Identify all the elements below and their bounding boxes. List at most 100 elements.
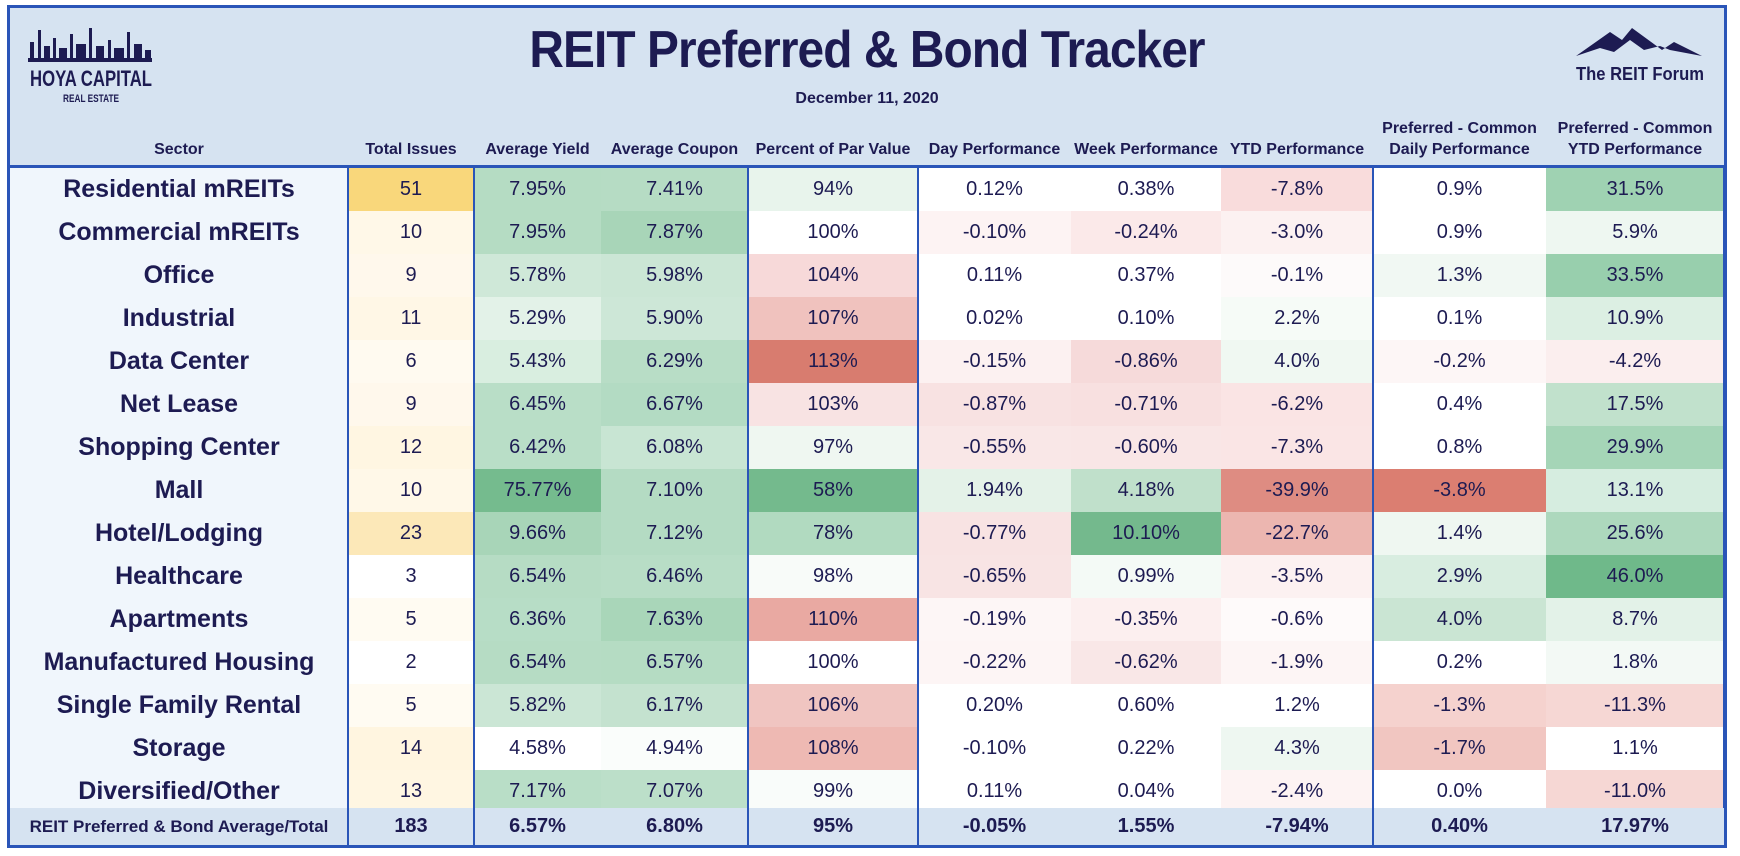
table-row: Net Lease 9 6.45% 6.67% 103% -0.87% -0.71% -6.2…: [10, 383, 1724, 426]
cell-ytd: 4.0%: [1221, 340, 1373, 383]
cell-pcy: 17.5%: [1546, 383, 1724, 426]
cell-pcy: -4.2%: [1546, 340, 1724, 383]
cell-week: 0.60%: [1071, 684, 1221, 727]
table-row: Single Family Rental 5 5.82% 6.17% 106% 0.20%…: [10, 684, 1724, 727]
cell-week: -0.71%: [1071, 383, 1221, 426]
cell-pcd: 0.4%: [1373, 383, 1546, 426]
column-divider: [1372, 808, 1374, 845]
sector-name: Office: [10, 254, 348, 297]
sector-name: Hotel/Lodging: [10, 512, 348, 555]
cell-pcd: 4.0%: [1373, 598, 1546, 641]
column-divider: [917, 168, 919, 813]
cell-issues: 2: [348, 641, 474, 684]
report-date: December 11, 2020: [795, 90, 939, 107]
logo-right-text: The REIT Forum: [1576, 64, 1704, 84]
cell-week: 4.18%: [1071, 469, 1221, 512]
cell-par: 99%: [748, 770, 918, 813]
column-header-pcd: Preferred - Common Daily Performance: [1373, 118, 1546, 160]
column-divider: [473, 808, 475, 845]
cell-pcd: 1.3%: [1373, 254, 1546, 297]
cell-par: 98%: [748, 555, 918, 598]
column-header-week: Week Performance: [1074, 141, 1218, 158]
cell-yield: 4.58%: [474, 727, 601, 770]
cell-coupon: 7.10%: [601, 469, 748, 512]
logo-left-line1: HOYA CAPITAL: [30, 66, 152, 91]
sector-name: Apartments: [10, 598, 348, 641]
cell-ytd: -3.0%: [1221, 211, 1373, 254]
cell-issues: 13: [348, 770, 474, 813]
total-day: -0.05%: [962, 815, 1027, 837]
cell-issues: 23: [348, 512, 474, 555]
column-divider: [917, 808, 919, 845]
column-header-coupon: Average Coupon: [610, 141, 739, 158]
total-coupon: 6.80%: [646, 815, 703, 837]
cell-ytd: -7.8%: [1221, 168, 1373, 211]
cell-pcy: -11.0%: [1546, 770, 1724, 813]
cell-issues: 10: [348, 469, 474, 512]
cell-par: 94%: [748, 168, 918, 211]
cell-par: 104%: [748, 254, 918, 297]
table-row: Healthcare 3 6.54% 6.46% 98% -0.65% 0.99% -3.5%…: [10, 555, 1724, 598]
cell-pcy: 13.1%: [1546, 469, 1724, 512]
cell-week: 0.99%: [1071, 555, 1221, 598]
cell-pcy: 33.5%: [1546, 254, 1724, 297]
total-pcy: 17.97%: [1601, 815, 1669, 837]
column-divider: [747, 808, 749, 845]
cell-day: 0.12%: [918, 168, 1071, 211]
cell-par: 100%: [748, 211, 918, 254]
cell-ytd: -39.9%: [1221, 469, 1373, 512]
cell-day: -0.77%: [918, 512, 1071, 555]
cell-day: -0.19%: [918, 598, 1071, 641]
cell-day: -0.55%: [918, 426, 1071, 469]
logo-left-line2: REAL ESTATE: [63, 93, 119, 105]
column-divider: [747, 168, 749, 813]
sector-name: Industrial: [10, 297, 348, 340]
table-row: Storage 14 4.58% 4.94% 108% -0.10% 0.22% 4.3% -1…: [10, 727, 1724, 770]
cell-coupon: 5.98%: [601, 254, 748, 297]
cell-week: 0.22%: [1071, 727, 1221, 770]
cell-yield: 6.54%: [474, 555, 601, 598]
cell-ytd: -6.2%: [1221, 383, 1373, 426]
cell-par: 108%: [748, 727, 918, 770]
cell-coupon: 7.63%: [601, 598, 748, 641]
tracker-frame: HOYA CAPITAL REAL ESTATE REIT Preferred …: [7, 5, 1727, 848]
cell-par: 113%: [748, 340, 918, 383]
cell-yield: 6.36%: [474, 598, 601, 641]
cell-coupon: 7.07%: [601, 770, 748, 813]
column-header-pcd-line2: Daily Performance: [1389, 141, 1530, 158]
table-row: Mall 10 75.77% 7.10% 58% 1.94% 4.18% -39.9% -3.8…: [10, 469, 1724, 512]
cell-yield: 5.43%: [474, 340, 601, 383]
cell-yield: 9.66%: [474, 512, 601, 555]
cell-pcy: -11.3%: [1546, 684, 1724, 727]
column-header-pcd-line1: Preferred - Common: [1382, 120, 1537, 137]
cell-issues: 5: [348, 684, 474, 727]
cell-ytd: -7.3%: [1221, 426, 1373, 469]
cell-ytd: 1.2%: [1221, 684, 1373, 727]
table-row: Residential mREITs 51 7.95% 7.41% 94% 0.12% 0.…: [10, 168, 1724, 211]
cell-day: 0.11%: [918, 770, 1071, 813]
cell-pcy: 8.7%: [1546, 598, 1724, 641]
cell-pcy: 5.9%: [1546, 211, 1724, 254]
cell-yield: 6.45%: [474, 383, 601, 426]
column-header-day: Day Performance: [928, 141, 1061, 158]
cell-pcy: 1.8%: [1546, 641, 1724, 684]
table-row: Hotel/Lodging 23 9.66% 7.12% 78% -0.77% 10.10%…: [10, 512, 1724, 555]
cell-ytd: -22.7%: [1221, 512, 1373, 555]
cell-par: 78%: [748, 512, 918, 555]
cell-day: -0.22%: [918, 641, 1071, 684]
cell-day: -0.10%: [918, 211, 1071, 254]
cell-par: 58%: [748, 469, 918, 512]
cell-week: 10.10%: [1071, 512, 1221, 555]
total-issues: 183: [394, 815, 428, 837]
header: HOYA CAPITAL REAL ESTATE REIT Preferred …: [10, 8, 1724, 163]
total-yield: 6.57%: [509, 815, 566, 837]
sector-name: Diversified/Other: [10, 770, 348, 813]
cell-coupon: 6.17%: [601, 684, 748, 727]
column-header-sector: Sector: [154, 141, 204, 158]
cell-yield: 6.42%: [474, 426, 601, 469]
cell-pcd: 2.9%: [1373, 555, 1546, 598]
table-row: Industrial 11 5.29% 5.90% 107% 0.02% 0.10% 2.2%…: [10, 297, 1724, 340]
cell-pcd: -3.8%: [1373, 469, 1546, 512]
reit-forum-logo: The REIT Forum: [1576, 28, 1704, 84]
cell-issues: 5: [348, 598, 474, 641]
